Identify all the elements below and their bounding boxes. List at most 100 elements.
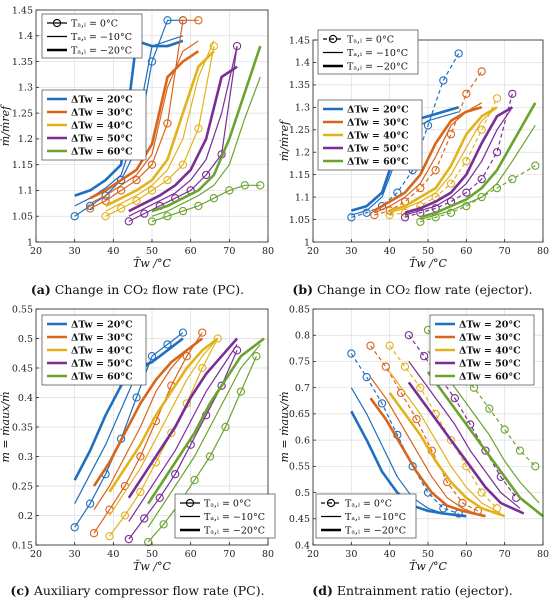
chart-c-series-line [147, 337, 265, 505]
chart-d-y-axis-label: m = ṁaux/ṁ [278, 391, 291, 462]
caption-a: (a) Change in CO₂ flow rate (PC). [0, 282, 275, 297]
chart-b-y-tick-label: 1 [304, 237, 310, 248]
chart-d-legend-style-label: Tₐ,ᵢ = 0°C [345, 499, 392, 510]
chart-d-series-line [389, 345, 498, 509]
chart-b-data-point [446, 179, 456, 188]
chart-b-y-tick-label: 1.3 [295, 103, 310, 114]
chart-a-series-line [128, 45, 238, 217]
chart-a-series-line [128, 65, 238, 213]
chart-a-legend-style-label: Tₐ,ᵢ = −20°C [71, 46, 132, 57]
chart-b-y-tick-label: 1.25 [289, 125, 310, 136]
chart-c-x-axis-label: T̄w /°C [133, 560, 171, 573]
chart-d-legend-dT-label: ΔTw = 20°C [459, 320, 521, 331]
chart-c-data-point [120, 511, 130, 520]
chart-b-legend-dT-label: ΔTw = 20°C [347, 105, 409, 116]
chart-c-y-tick-label: 0.3 [18, 452, 33, 463]
chart-d-data-point [477, 488, 486, 497]
chart-b-legend-style-marker [328, 34, 338, 44]
chart-b-series-line [389, 106, 498, 212]
chart-d: 20 30 40 50 60 70 80 0.4 0.45 0.5 0.55 0.6 0.65 0.7 0.… [278, 304, 549, 573]
chart-d-data-point [381, 362, 390, 371]
chart-a-data-point [209, 194, 219, 203]
chart-a-data-point [147, 186, 157, 195]
chart-c-x-tick-label: 80 [262, 549, 274, 560]
chart-d-series-line [389, 371, 502, 515]
chart-b-series-line [404, 93, 513, 218]
chart-c-legend-style-label: Tₐ,ᵢ = 0°C [204, 499, 251, 510]
chart-a-x-tick-label: 20 [30, 246, 42, 257]
chart-c-legend-style-label: Tₐ,ᵢ = −10°C [204, 512, 265, 523]
chart-c-data-point [182, 352, 191, 361]
caption-c-label: (c) [10, 583, 30, 598]
chart-a-data-point [163, 16, 172, 25]
chart-c-series-line [92, 337, 204, 487]
caption-b-text: Change in CO₂ flow rate (ejector). [316, 282, 533, 297]
caption-b: (b) Change in CO₂ flow rate (ejector). [275, 282, 550, 297]
chart-d-y-tick-label: 0.4 [295, 540, 310, 551]
chart-b-series-line [404, 106, 513, 216]
chart-a-data-point [178, 206, 188, 216]
caption-c: (c) Auxiliary compressor flow rate (PC). [0, 583, 275, 598]
chart-d-data-point [377, 399, 387, 408]
chart-c-data-point [147, 352, 157, 361]
chart-d-x-tick-label: 70 [499, 549, 511, 560]
chart-c-y-tick-label: 0.45 [12, 363, 33, 374]
chart-d-series-line [426, 371, 544, 518]
chart-a-x-tick-label: 60 [185, 246, 197, 257]
chart-d-data-point [366, 341, 375, 350]
chart-c-data-point [140, 514, 149, 523]
chart-a-y-tick-label: 1.35 [12, 57, 33, 68]
chart-b-legend-dT-label: ΔTw = 60°C [347, 157, 409, 168]
chart-d-data-point [416, 383, 425, 392]
chart-a-y-tick-label: 1.1 [18, 186, 33, 197]
caption-a-text: Change in CO₂ flow rate (PC). [54, 282, 245, 297]
chart-a-x-tick-label: 70 [223, 246, 235, 257]
chart-c-legend-dT-label: ΔTw = 40°C [71, 346, 133, 357]
chart-d-series-line [370, 345, 479, 512]
chart-b-data-point [347, 213, 356, 222]
chart-a-y-tick-label: 1.2 [18, 134, 33, 145]
chart-c-data-point [190, 475, 199, 485]
chart-c-data-point [163, 340, 172, 349]
chart-a-y-tick-label: 1.05 [12, 212, 33, 223]
chart-b-series-line [373, 106, 483, 212]
chart-a-x-axis-label: T̄w /°C [133, 257, 171, 270]
chart-d-y-tick-label: 0.45 [289, 514, 310, 525]
chart-c-data-point [155, 493, 164, 502]
chart-c-series-line [108, 338, 219, 516]
chart-a-data-point [132, 175, 141, 185]
chart-d-y-tick-label: 0.75 [289, 357, 310, 368]
chart-b-data-point [462, 188, 471, 197]
chart-a-data-point [116, 175, 126, 185]
chart-c-data-point [217, 381, 226, 390]
chart-b-y-axis-label: ṁ/ṁref [278, 119, 291, 161]
chart-d-data-point [531, 462, 540, 471]
chart-a-data-point [147, 217, 157, 226]
chart-c-y-tick-label: 0.2 [18, 511, 33, 522]
chart-a-x-tick-label: 50 [146, 246, 158, 257]
chart-b-data-point [454, 49, 463, 58]
chart-a-legend-style-marker [52, 18, 62, 28]
chart-c-series-line [108, 337, 219, 493]
chart-a-data-point [101, 212, 110, 221]
chart-d-y-tick-label: 0.5 [295, 488, 310, 499]
chart-d-series-line [407, 381, 525, 515]
chart-a-data-point [201, 170, 211, 180]
chart-b-x-tick-label: 20 [307, 246, 319, 257]
chart-b-data-point [431, 166, 440, 175]
chart-c-series-line [147, 344, 261, 528]
chart-c-data-point [198, 328, 207, 337]
chart-d-data-point [446, 435, 456, 445]
chart-d-legend-style-label: Tₐ,ᵢ = −10°C [345, 512, 406, 523]
chart-c-x-tick-label: 70 [223, 549, 235, 560]
chart-b-y-tick-label: 1.2 [295, 148, 310, 159]
caption-d-label: (d) [312, 583, 333, 598]
chart-a-data-point [85, 204, 95, 213]
chart-c-legend-style-marker [185, 498, 195, 508]
chart-d-series-line [369, 397, 486, 518]
chart-b-legend-style-label: Tₐ,ᵢ = 0°C [347, 35, 394, 46]
chart-b-series-line [420, 124, 536, 221]
chart-c-legend-dT-label: ΔTw = 60°C [71, 372, 133, 383]
chart-c-series-line [74, 332, 184, 528]
